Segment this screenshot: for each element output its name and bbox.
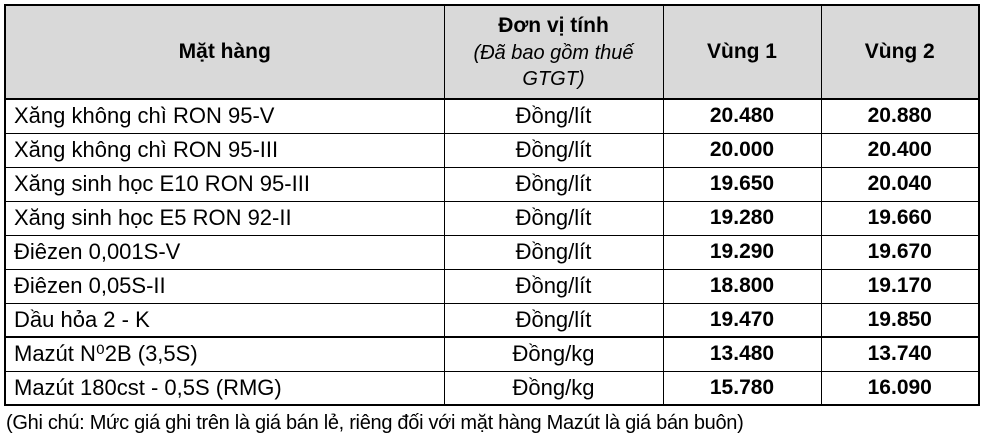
product-cell: Xăng sinh học E5 RON 92-II [4, 200, 445, 236]
unit-cell: Đồng/lít [443, 234, 664, 270]
fuel-price-table: Mặt hàng Đơn vị tính (Đã bao gồm thuế GT… [4, 4, 980, 406]
region1-price-cell: 15.780 [662, 370, 822, 406]
region1-price-cell: 20.480 [662, 98, 822, 134]
region2-price-cell: 20.400 [820, 132, 980, 168]
col-header-region2: Vùng 2 [820, 4, 980, 100]
region2-price-cell: 16.090 [820, 370, 980, 406]
region2-price-cell: 19.850 [820, 302, 980, 338]
product-cell: Dầu hỏa 2 - K [4, 302, 445, 338]
region1-price-cell: 19.650 [662, 166, 822, 202]
region2-price-cell: 19.170 [820, 268, 980, 304]
product-cell: Xăng không chì RON 95-III [4, 132, 445, 168]
region2-price-cell: 13.740 [820, 336, 980, 372]
unit-cell: Đồng/lít [443, 200, 664, 236]
region1-price-cell: 20.000 [662, 132, 822, 168]
table-row: Điêzen 0,001S-V Đồng/lít 19.290 19.670 [4, 234, 980, 270]
product-cell: Xăng không chì RON 95-V [4, 98, 445, 134]
col-header-region2-label: Vùng 2 [864, 39, 935, 63]
table-row: Mazút N⁰2B (3,5S) Đồng/kg 13.480 13.740 [4, 336, 980, 372]
table-row: Xăng không chì RON 95-III Đồng/lít 20.00… [4, 132, 980, 168]
col-header-region1-label: Vùng 1 [706, 39, 777, 63]
table-row: Xăng sinh học E10 RON 95-III Đồng/lít 19… [4, 166, 980, 202]
col-header-region1: Vùng 1 [662, 4, 822, 100]
region2-price-cell: 20.040 [820, 166, 980, 202]
unit-cell: Đồng/kg [443, 370, 664, 406]
col-header-product-label: Mặt hàng [178, 39, 271, 63]
table-row: Dầu hỏa 2 - K Đồng/lít 19.470 19.850 [4, 302, 980, 338]
unit-cell: Đồng/lít [443, 268, 664, 304]
region1-price-cell: 13.480 [662, 336, 822, 372]
table-row: Mazút 180cst - 0,5S (RMG) Đồng/kg 15.780… [4, 370, 980, 406]
col-header-unit-title: Đơn vị tính [498, 13, 609, 37]
region2-price-cell: 19.670 [820, 234, 980, 270]
unit-cell: Đồng/lít [443, 302, 664, 338]
unit-cell: Đồng/kg [443, 336, 664, 372]
table-body: Xăng không chì RON 95-V Đồng/lít 20.480 … [4, 98, 980, 406]
col-header-product: Mặt hàng [4, 4, 445, 100]
product-cell: Mazút N⁰2B (3,5S) [4, 336, 445, 372]
header-row: Mặt hàng Đơn vị tính (Đã bao gồm thuế GT… [4, 4, 980, 100]
product-cell: Xăng sinh học E10 RON 95-III [4, 166, 445, 202]
product-cell: Mazút 180cst - 0,5S (RMG) [4, 370, 445, 406]
region1-price-cell: 19.470 [662, 302, 822, 338]
region2-price-cell: 19.660 [820, 200, 980, 236]
unit-cell: Đồng/lít [443, 166, 664, 202]
region1-price-cell: 19.290 [662, 234, 822, 270]
col-header-unit-subtitle: (Đã bao gồm thuế GTGT) [473, 42, 634, 91]
unit-cell: Đồng/lít [443, 98, 664, 134]
col-header-unit: Đơn vị tính (Đã bao gồm thuế GTGT) [443, 4, 664, 100]
region1-price-cell: 19.280 [662, 200, 822, 236]
unit-cell: Đồng/lít [443, 132, 664, 168]
region2-price-cell: 20.880 [820, 98, 980, 134]
region1-price-cell: 18.800 [662, 268, 822, 304]
product-cell: Điêzen 0,001S-V [4, 234, 445, 270]
table-row: Xăng không chì RON 95-V Đồng/lít 20.480 … [4, 98, 980, 134]
footnote: (Ghi chú: Mức giá ghi trên là giá bán lẻ… [6, 412, 744, 434]
table-header: Mặt hàng Đơn vị tính (Đã bao gồm thuế GT… [4, 4, 980, 100]
table-row: Xăng sinh học E5 RON 92-II Đồng/lít 19.2… [4, 200, 980, 236]
product-cell: Điêzen 0,05S-II [4, 268, 445, 304]
table-row: Điêzen 0,05S-II Đồng/lít 18.800 19.170 [4, 268, 980, 304]
